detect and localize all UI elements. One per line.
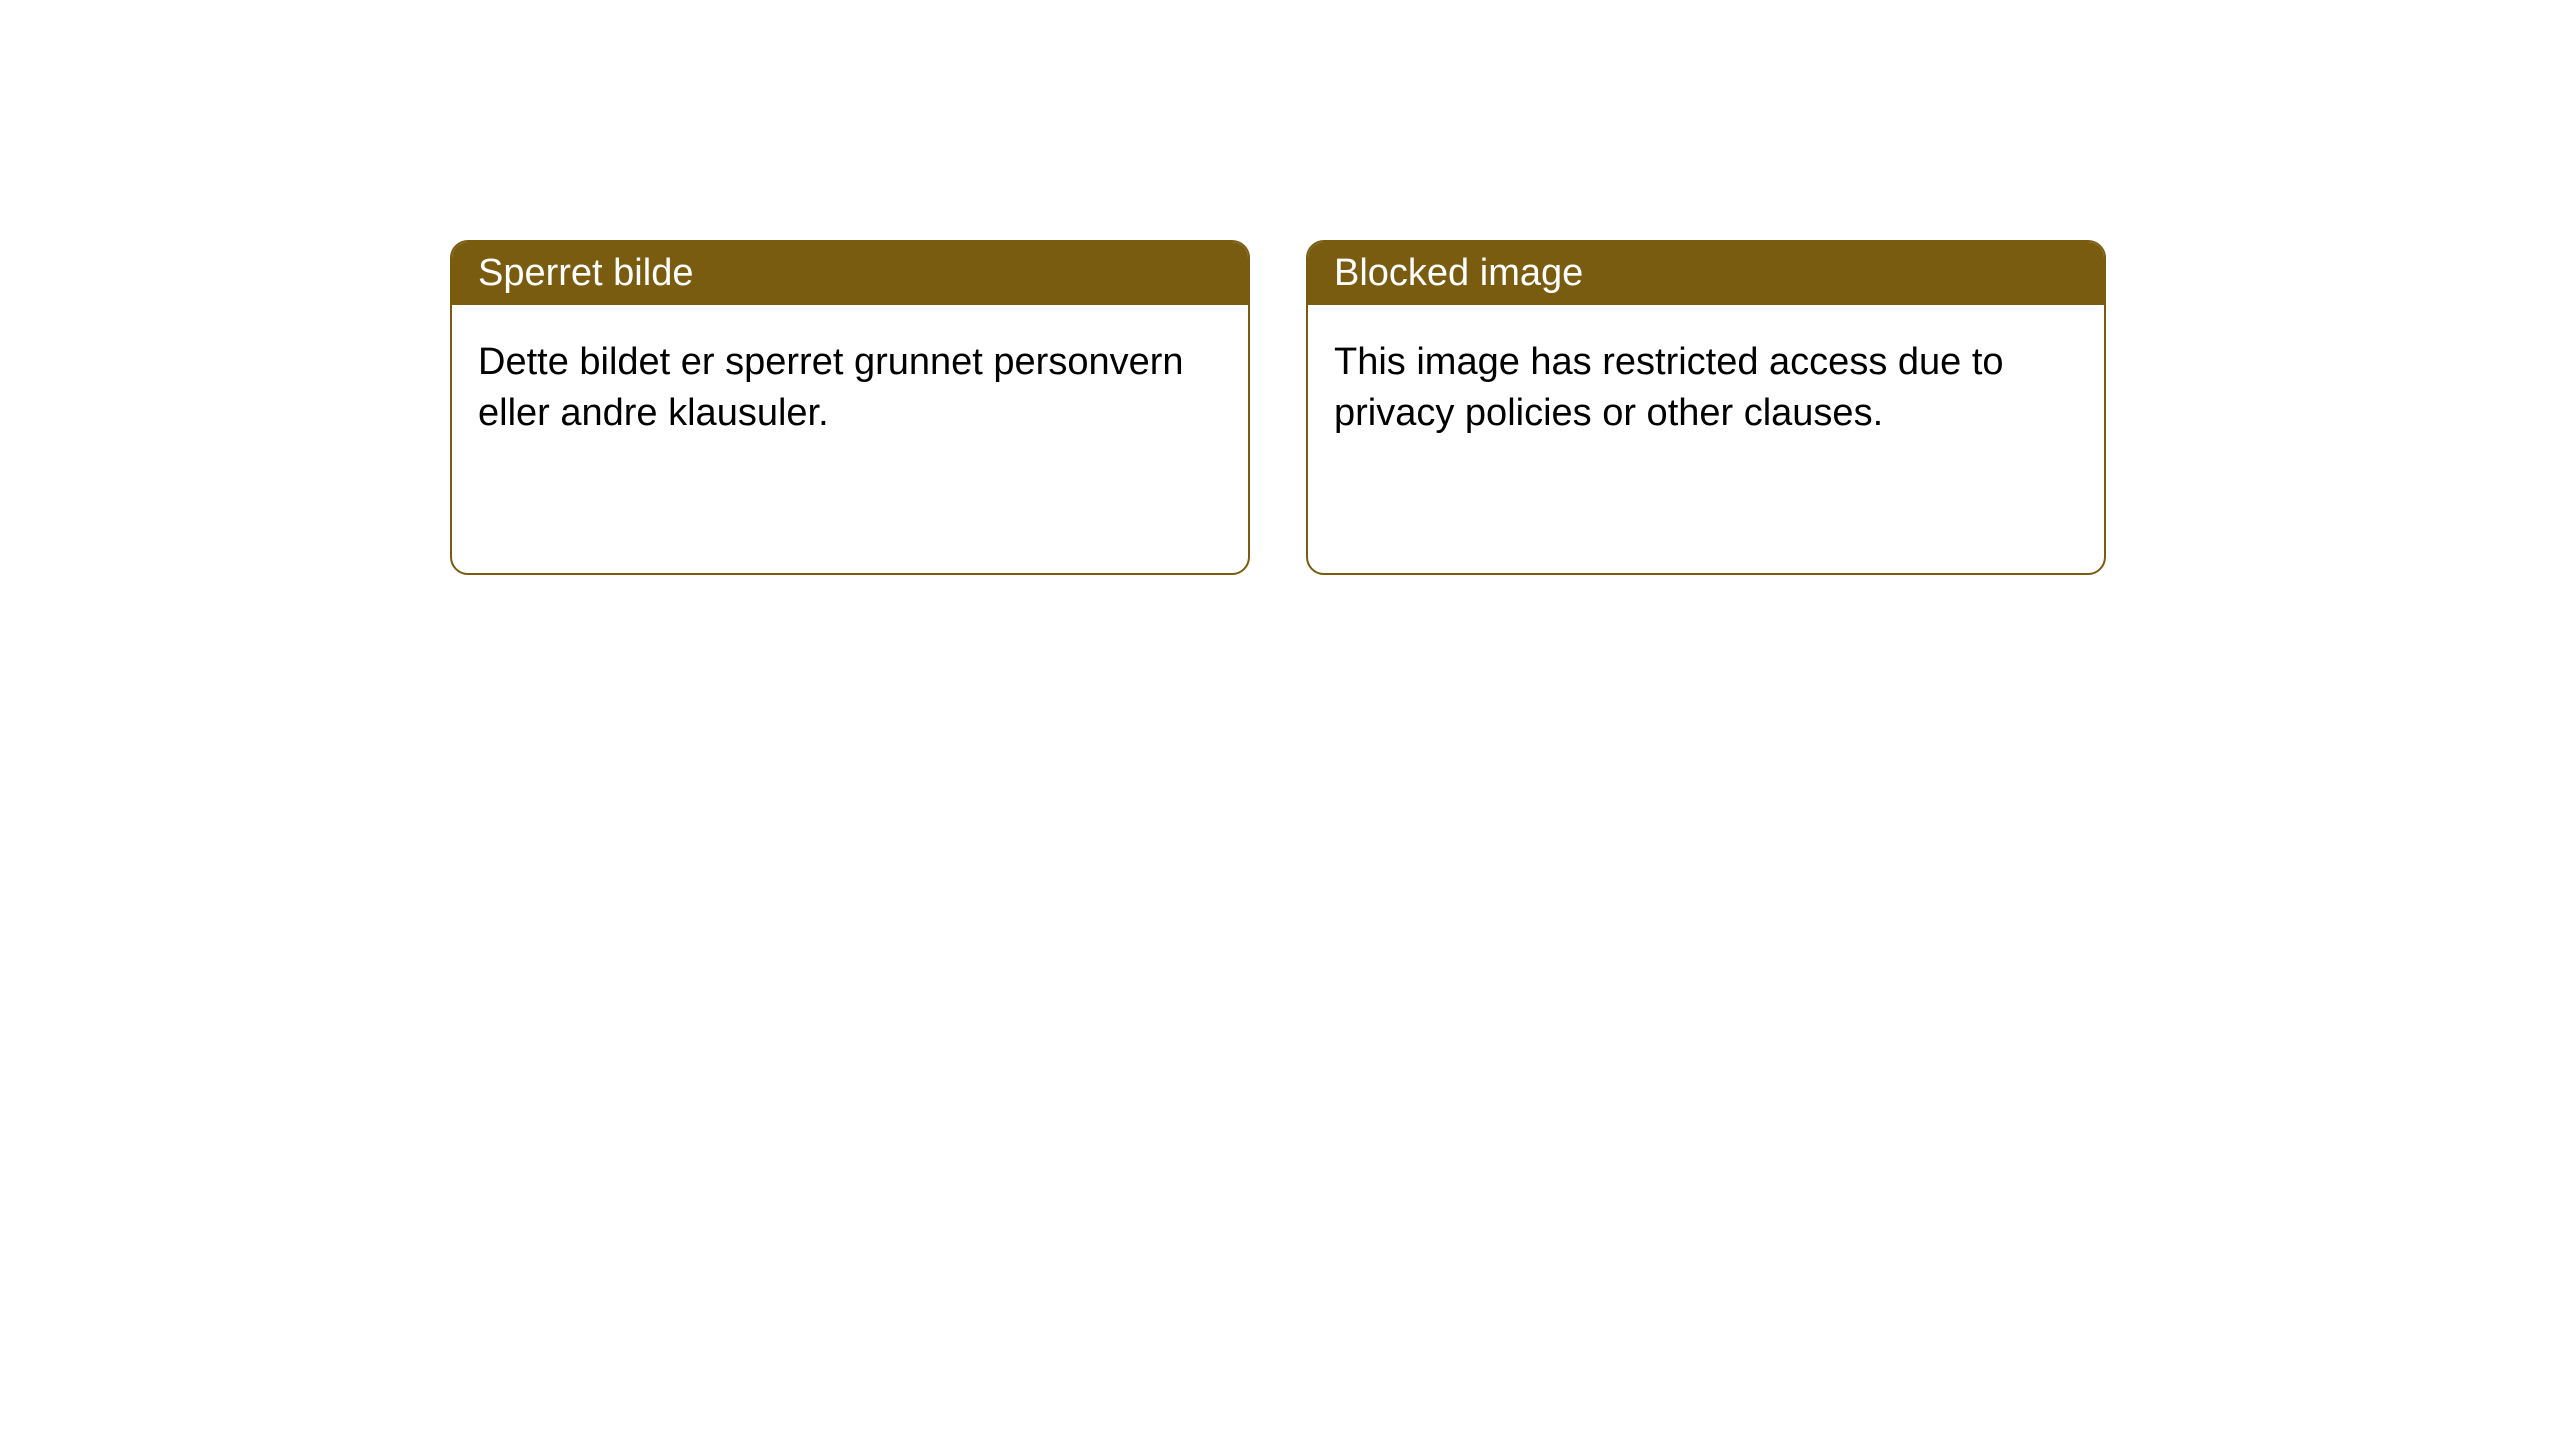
- card-title: Sperret bilde: [478, 252, 693, 294]
- card-body: This image has restricted access due to …: [1308, 305, 2104, 472]
- card-body-text: Dette bildet er sperret grunnet personve…: [478, 341, 1184, 434]
- card-title: Blocked image: [1334, 252, 1583, 294]
- notice-container: Sperret bilde Dette bildet er sperret gr…: [0, 0, 2560, 575]
- notice-card-english: Blocked image This image has restricted …: [1306, 240, 2106, 575]
- notice-card-norwegian: Sperret bilde Dette bildet er sperret gr…: [450, 240, 1250, 575]
- card-header: Sperret bilde: [452, 242, 1248, 305]
- card-header: Blocked image: [1308, 242, 2104, 305]
- card-body: Dette bildet er sperret grunnet personve…: [452, 305, 1248, 472]
- card-body-text: This image has restricted access due to …: [1334, 341, 2004, 434]
